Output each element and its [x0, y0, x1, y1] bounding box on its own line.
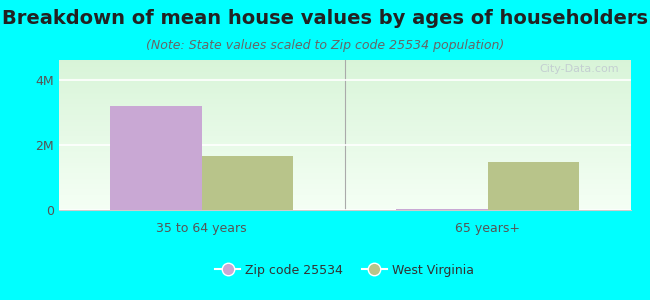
Bar: [488, 162, 579, 210]
Bar: [202, 156, 293, 210]
Legend: Zip code 25534, West Virginia: Zip code 25534, West Virginia: [210, 259, 479, 282]
Bar: [396, 209, 488, 210]
Text: (Note: State values scaled to Zip code 25534 population): (Note: State values scaled to Zip code 2…: [146, 39, 504, 52]
Text: Breakdown of mean house values by ages of householders: Breakdown of mean house values by ages o…: [2, 9, 648, 28]
Text: City-Data.com: City-Data.com: [540, 64, 619, 74]
Bar: [110, 106, 202, 210]
